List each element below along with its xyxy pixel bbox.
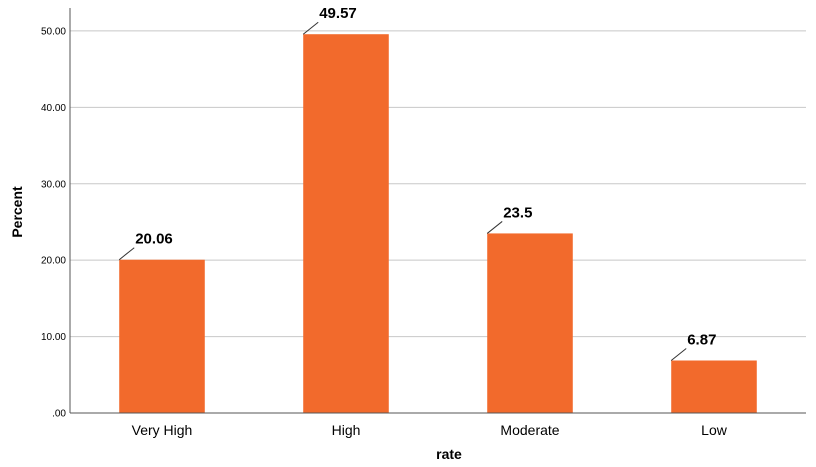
x-tick-label: Very High: [132, 422, 193, 438]
x-tick-label: Moderate: [500, 422, 559, 438]
axes: [69, 8, 806, 414]
y-tick-label: 50.00: [41, 26, 66, 37]
bar: [119, 259, 205, 413]
y-tick-labels: .00 10.00 20.00 30.00 40.00 50.00: [41, 26, 66, 419]
data-label-leader: [486, 221, 503, 234]
x-axis-title: rate: [436, 446, 462, 462]
y-tick-label: 30.00: [41, 179, 66, 190]
bar: [303, 34, 389, 413]
y-axis-title: Percent: [9, 186, 25, 238]
bar: [487, 233, 573, 413]
data-label: 49.57: [319, 5, 357, 22]
x-tick-label: High: [332, 422, 361, 438]
y-tick-label: 40.00: [41, 103, 66, 114]
data-label-leader: [118, 247, 135, 261]
data-label-leader: [302, 21, 319, 35]
x-tick-labels: Very High High Moderate Low: [132, 422, 728, 438]
data-labels: 20.06 49.57 23.5 6.87: [118, 5, 716, 361]
bars: [119, 34, 757, 413]
data-label: 23.5: [503, 204, 532, 221]
y-tick-label: 20.00: [41, 256, 66, 267]
data-label: 20.06: [135, 231, 173, 248]
x-tick-label: Low: [701, 422, 728, 438]
bar: [671, 360, 757, 413]
y-tick-label: 10.00: [41, 332, 66, 343]
data-label-leader: [670, 348, 687, 361]
data-label: 6.87: [687, 332, 716, 349]
y-tick-label: .00: [52, 409, 66, 420]
